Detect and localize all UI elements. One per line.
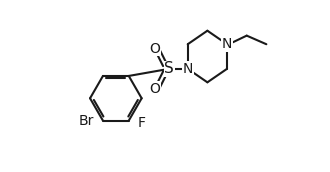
Text: O: O (150, 82, 161, 96)
Text: F: F (137, 116, 145, 130)
Text: O: O (150, 41, 161, 56)
Text: N: N (182, 62, 193, 76)
Text: Br: Br (79, 114, 94, 128)
Text: S: S (164, 61, 174, 76)
Text: N: N (222, 37, 232, 51)
